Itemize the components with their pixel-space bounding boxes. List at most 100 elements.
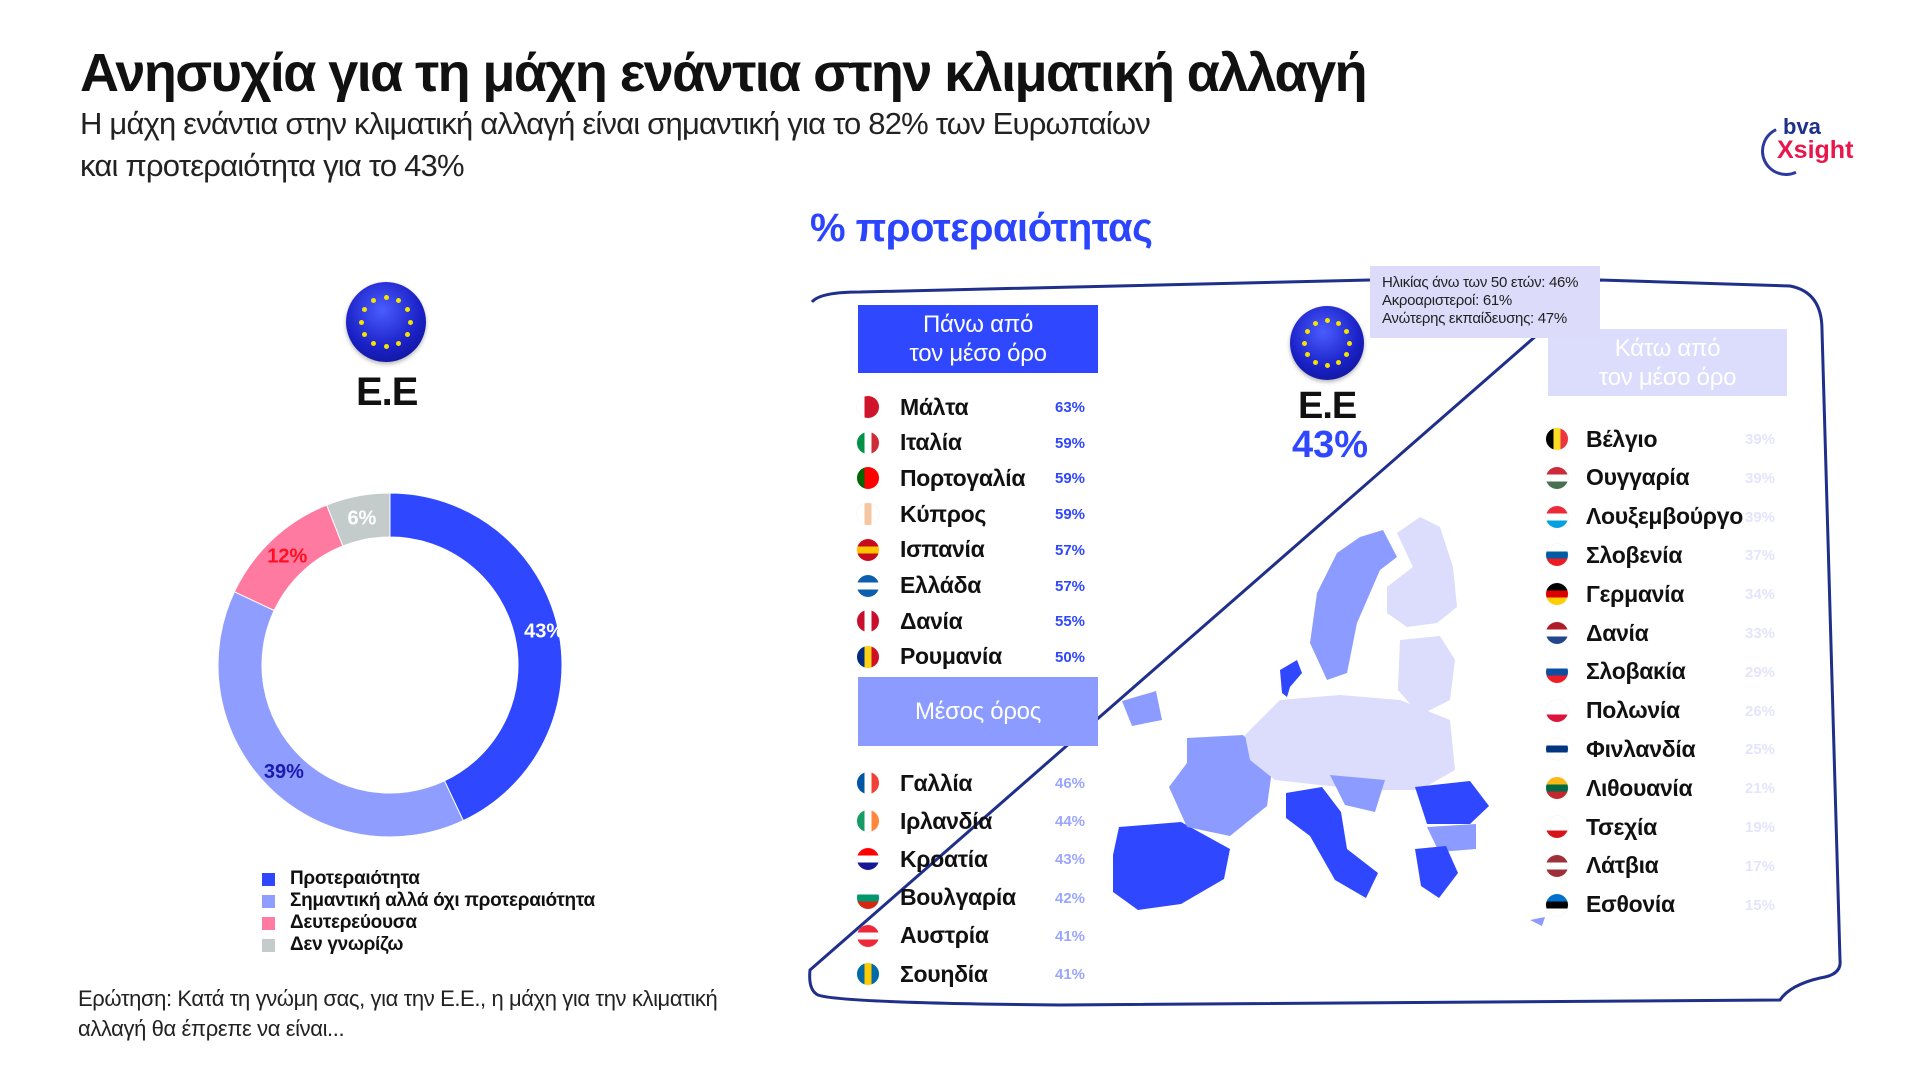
- country-value: 59%: [1055, 434, 1086, 452]
- map-ireland: [1122, 691, 1162, 726]
- map-france: [1169, 735, 1273, 836]
- country-name: Πορτογαλία: [900, 464, 1026, 491]
- country-value: 46%: [1055, 775, 1086, 792]
- country-flag-icon: [1546, 622, 1568, 644]
- star-icon: [1313, 360, 1319, 366]
- country-flag-icon: [857, 772, 879, 794]
- tooltip-line: Ακροαριστεροί: 61%: [1382, 292, 1512, 309]
- below-label-line-1: Κάτω από: [1614, 334, 1721, 362]
- country-flag-icon: [1546, 466, 1568, 489]
- eu-flag-icon: [1290, 306, 1364, 380]
- country-value: 39%: [1745, 508, 1776, 526]
- country-value: 55%: [1055, 613, 1086, 631]
- map-denmark: [1280, 660, 1302, 697]
- star-icon: [1304, 329, 1310, 335]
- legend-swatch: [262, 916, 275, 930]
- country-value: 21%: [1745, 780, 1776, 798]
- star-icon: [1335, 360, 1341, 366]
- country-flag-icon: [1546, 738, 1568, 761]
- country-value: 42%: [1055, 889, 1086, 907]
- country-flag-icon: [857, 574, 879, 597]
- star-icon: [1344, 351, 1350, 357]
- star-icon: [1347, 340, 1353, 346]
- country-flag-icon: [1546, 699, 1568, 722]
- above-average-header: Πάνω από τον μέσο όρο: [858, 305, 1098, 373]
- country-row: Δανία: [1546, 618, 1649, 648]
- country-name: Λιθουανία: [1586, 774, 1693, 801]
- country-flag-icon: [1546, 777, 1568, 800]
- question-line-2: αλλαγή θα έπρεπε να είναι...: [78, 1016, 345, 1041]
- star-icon: [1335, 320, 1341, 326]
- country-flag-icon: [857, 431, 879, 454]
- logo-xsight: Xsight: [1777, 136, 1854, 164]
- eu-label: Ε.Ε: [356, 370, 418, 414]
- below-average-header: Κάτω από τον μέσο όρο: [1548, 329, 1787, 396]
- legend-item: Δευτερεύουσα: [262, 912, 595, 934]
- country-flag-icon: [857, 810, 879, 833]
- country-name: Κύπρος: [900, 500, 987, 527]
- country-row: Σουηδία: [857, 959, 988, 989]
- country-flag-icon: [857, 610, 879, 633]
- logo-bva: bva: [1783, 114, 1821, 139]
- star-icon: [362, 331, 368, 337]
- tooltip-line: Ανώτερης εκπαίδευσης: 47%: [1382, 310, 1567, 327]
- star-icon: [395, 298, 401, 304]
- country-row: Τσεχία: [1546, 812, 1657, 842]
- country-value: 15%: [1745, 896, 1776, 914]
- above-label-line-1: Πάνω από: [923, 311, 1033, 338]
- country-value: 29%: [1745, 663, 1776, 681]
- country-name: Ισπανία: [900, 536, 985, 563]
- star-icon: [1313, 320, 1319, 326]
- legend-item: Σημαντική αλλά όχι προτεραιότητα: [262, 890, 595, 912]
- legend-item: Δεν γνωρίζω: [262, 934, 595, 956]
- eu-demographics-tooltip: Ηλικίας άνω των 50 ετών: 46% Ακροαριστερ…: [1370, 266, 1600, 338]
- country-flag-icon: [857, 963, 879, 985]
- country-name: Γαλλία: [900, 769, 973, 796]
- country-row: Ουγγαρία: [1546, 463, 1690, 493]
- chart-legend: Προτεραιότητα Σημαντική αλλά όχι προτερα…: [262, 868, 595, 956]
- question-line-1: Ερώτηση: Κατά τη γνώμη σας, για την Ε.Ε.…: [78, 986, 718, 1011]
- average-label: Μέσος όρος: [914, 698, 1041, 725]
- legend-swatch: [262, 894, 275, 908]
- country-flag-icon: [1546, 428, 1568, 450]
- country-row: Ιταλία: [857, 428, 962, 458]
- country-row: Γαλλία: [857, 768, 973, 798]
- country-value: 33%: [1745, 625, 1776, 642]
- country-value: 44%: [1055, 813, 1086, 831]
- donut-data-label: 6%: [347, 508, 376, 530]
- country-name: Εσθονία: [1586, 891, 1675, 918]
- country-value: 63%: [1055, 399, 1086, 416]
- country-row: Σλοβενία: [1546, 540, 1683, 570]
- legend-swatch: [262, 938, 275, 952]
- map-central-europe: [1245, 695, 1455, 790]
- country-row: Ρουμανία: [857, 642, 1002, 672]
- country-row: Αυστρία: [857, 921, 989, 951]
- star-icon: [1304, 351, 1310, 357]
- star-icon: [404, 331, 410, 337]
- priority-title: % προτεραιότητας: [810, 206, 1153, 250]
- country-value: 39%: [1745, 469, 1776, 487]
- country-flag-icon: [857, 924, 879, 947]
- country-row: Λουξεμβούργο: [1546, 502, 1743, 532]
- star-icon: [1324, 317, 1330, 323]
- country-row: Φινλανδία: [1546, 734, 1696, 764]
- country-flag-icon: [1546, 544, 1568, 567]
- page-title: Ανησυχία για τη μάχη ενάντια στην κλιματ…: [80, 43, 1368, 103]
- donut-chart: 43% 39% 12% 6%: [217, 492, 564, 838]
- country-value: 39%: [1745, 431, 1776, 448]
- country-value: 34%: [1745, 586, 1776, 604]
- country-value: 59%: [1055, 506, 1086, 524]
- map-baltics: [1398, 636, 1455, 715]
- average-header: Μέσος όρος: [858, 677, 1098, 746]
- country-flag-icon: [857, 886, 879, 909]
- country-name: Τσεχία: [1586, 813, 1657, 840]
- country-value: 43%: [1055, 851, 1086, 869]
- legend-swatch: [262, 872, 275, 886]
- country-row: Ελλάδα: [857, 571, 981, 601]
- subtitle-line-1: Η μάχη ενάντια στην κλιματική αλλαγή είν…: [80, 106, 1151, 141]
- country-name: Μάλτα: [900, 393, 969, 420]
- country-flag-icon: [1546, 583, 1568, 606]
- country-row: Ισπανία: [857, 535, 985, 565]
- eu-priority-value: 43%: [1292, 424, 1369, 466]
- donut-data-label: 39%: [264, 761, 304, 783]
